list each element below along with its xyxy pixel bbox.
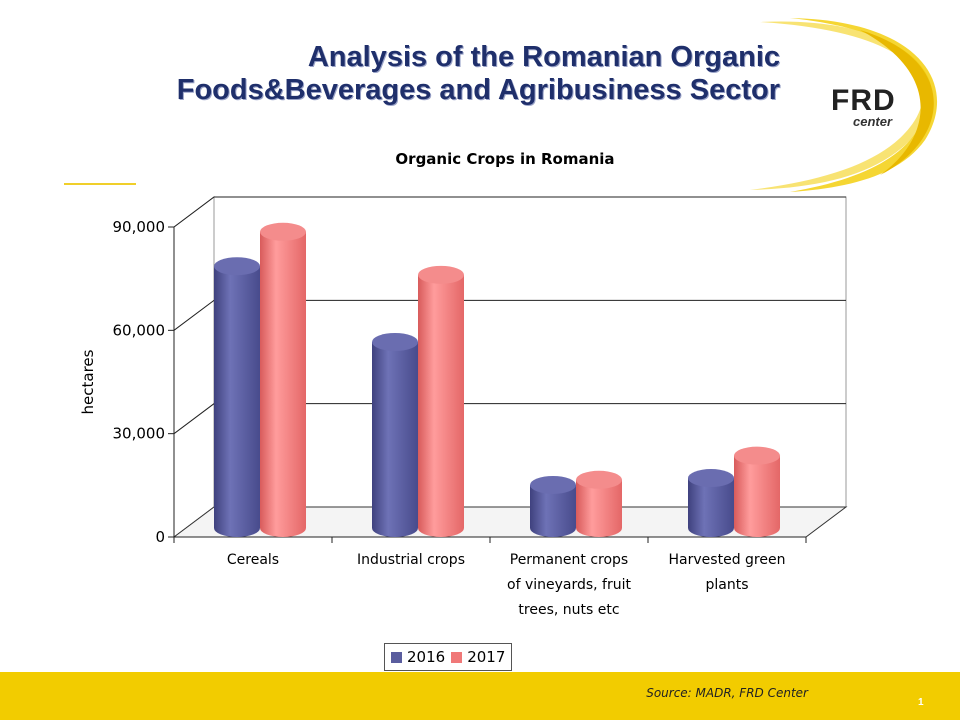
y-tick-label: 90,000 bbox=[113, 218, 166, 236]
x-tick-label-line: of vineyards, fruit bbox=[507, 577, 631, 593]
legend-item-2017: 2017 bbox=[451, 648, 505, 666]
x-tick-label-line: plants bbox=[705, 577, 749, 593]
bar-top-2016-2 bbox=[530, 475, 576, 494]
gridline bbox=[173, 196, 846, 228]
bar-top-2017-2 bbox=[576, 470, 622, 489]
legend-swatch-2017 bbox=[451, 651, 463, 663]
page-title-line-1: Analysis of the Romanian Organic bbox=[307, 41, 780, 73]
bar-2017-1 bbox=[418, 274, 464, 537]
legend-swatch-2016 bbox=[391, 651, 402, 663]
bar-top-2017-1 bbox=[418, 265, 464, 284]
x-tick-label-line: Permanent crops bbox=[509, 552, 629, 568]
legend-label-2017: 2017 bbox=[467, 648, 506, 666]
chart-legend: 2016 2017 bbox=[384, 643, 513, 671]
bar-chart: 0 30,000 60,000 90,000 hectares bbox=[79, 196, 848, 546]
title-divider bbox=[64, 183, 136, 185]
x-tick-label: Cereals bbox=[173, 548, 333, 573]
bar-top-2016-0 bbox=[214, 257, 260, 276]
footer-band bbox=[0, 672, 960, 720]
x-tick-label: Permanent crops of vineyards, fruit trees,… bbox=[489, 548, 649, 623]
source-note: Source: MADR, FRD Center bbox=[646, 686, 808, 700]
x-tick-label: Harvested green plants bbox=[647, 548, 807, 598]
x-tick-label-line: trees, nuts etc bbox=[518, 602, 620, 618]
bar-top-2017-3 bbox=[734, 446, 780, 465]
page-number: 1 bbox=[918, 697, 924, 708]
chart-title: Organic Crops in Romania bbox=[395, 150, 615, 168]
y-tick-label: 30,000 bbox=[113, 425, 166, 443]
swoosh-decoration bbox=[750, 18, 938, 192]
x-tick-label: Industrial crops bbox=[331, 548, 491, 573]
bar-top-2017-0 bbox=[260, 222, 306, 241]
frd-logo: FRD center bbox=[831, 84, 896, 129]
bar-2016-1 bbox=[372, 342, 418, 537]
chart-side-wall bbox=[173, 196, 215, 538]
bar-2017-2 bbox=[576, 479, 622, 537]
bar-top-2016-3 bbox=[688, 469, 734, 488]
page-title-line-2: Foods&Beverages and Agribusiness Sector bbox=[176, 74, 780, 106]
logo-text: FRD bbox=[831, 84, 896, 117]
legend-label-2016: 2016 bbox=[407, 648, 446, 666]
bar-top-2016-1 bbox=[372, 333, 418, 351]
y-tick-label: 0 bbox=[155, 528, 165, 546]
logo-subtext: center bbox=[853, 114, 893, 129]
x-tick-label-line: Harvested green bbox=[668, 552, 786, 568]
x-tick-label-line: Cereals bbox=[226, 552, 280, 568]
bar-2016-0 bbox=[214, 266, 260, 537]
y-tick-label: 60,000 bbox=[113, 321, 166, 339]
bar-2017-0 bbox=[260, 231, 306, 537]
legend-item-2016: 2016 bbox=[391, 648, 445, 666]
x-tick-label-line: Industrial crops bbox=[356, 552, 465, 568]
bar-2017-3 bbox=[734, 455, 780, 537]
bar-2016-2 bbox=[530, 484, 576, 537]
y-axis-label: hectares bbox=[79, 349, 97, 414]
bar-2016-3 bbox=[688, 478, 734, 537]
